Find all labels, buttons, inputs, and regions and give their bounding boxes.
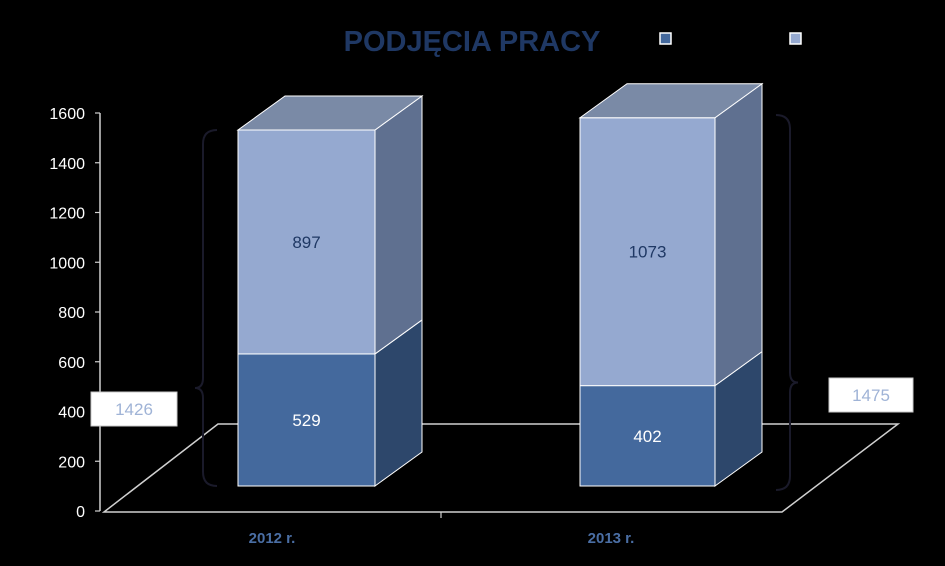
y-tick-label: 1400 xyxy=(49,156,85,173)
data-label-series-1: 529 xyxy=(292,411,320,430)
legend xyxy=(659,32,802,45)
bar-top xyxy=(578,83,764,119)
y-tick-label: 1600 xyxy=(49,106,85,123)
y-tick-label: 0 xyxy=(76,504,85,521)
y-tick-label: 600 xyxy=(58,355,85,372)
bar-series-2 xyxy=(579,117,716,387)
data-label-series-1: 402 xyxy=(633,427,661,446)
total-brace xyxy=(775,114,799,491)
bar-series-1 xyxy=(579,385,716,487)
bars xyxy=(236,82,764,487)
bar-side-series-2 xyxy=(714,82,763,387)
legend-swatch-series-2 xyxy=(789,32,802,45)
bar-series-1 xyxy=(237,353,376,487)
y-tick-label: 200 xyxy=(58,454,85,471)
total-box xyxy=(828,377,914,413)
category-label: 2013 r. xyxy=(588,530,635,547)
total-brace xyxy=(194,129,218,487)
total-label: 1475 xyxy=(852,386,890,405)
chart-floor xyxy=(101,423,901,518)
total-labels: 1426 1475 xyxy=(90,377,914,427)
chart-title: PODJĘCIA PRACY xyxy=(344,26,601,58)
y-axis: 0 200 400 600 800 1000 1200 1400 1600 xyxy=(49,106,101,521)
data-labels: 529 897 402 1073 xyxy=(292,233,666,446)
bar-side-series-2 xyxy=(374,95,423,355)
data-label-series-2: 897 xyxy=(292,233,320,252)
data-label-series-2: 1073 xyxy=(629,243,667,262)
total-box xyxy=(90,391,178,427)
y-tick-label: 800 xyxy=(58,305,85,322)
y-tick-label: 1000 xyxy=(49,255,85,272)
y-tick-label: 1200 xyxy=(49,206,85,223)
bar-top xyxy=(236,95,424,131)
legend-swatch-series-1 xyxy=(659,32,672,45)
y-tick-label: 400 xyxy=(58,405,85,422)
category-label: 2012 r. xyxy=(249,530,296,547)
total-braces xyxy=(194,114,799,491)
floor-plane xyxy=(101,423,901,513)
category-labels: 2012 r. 2013 r. xyxy=(249,530,635,547)
total-label: 1426 xyxy=(115,400,153,419)
bar-series-2 xyxy=(237,129,376,355)
